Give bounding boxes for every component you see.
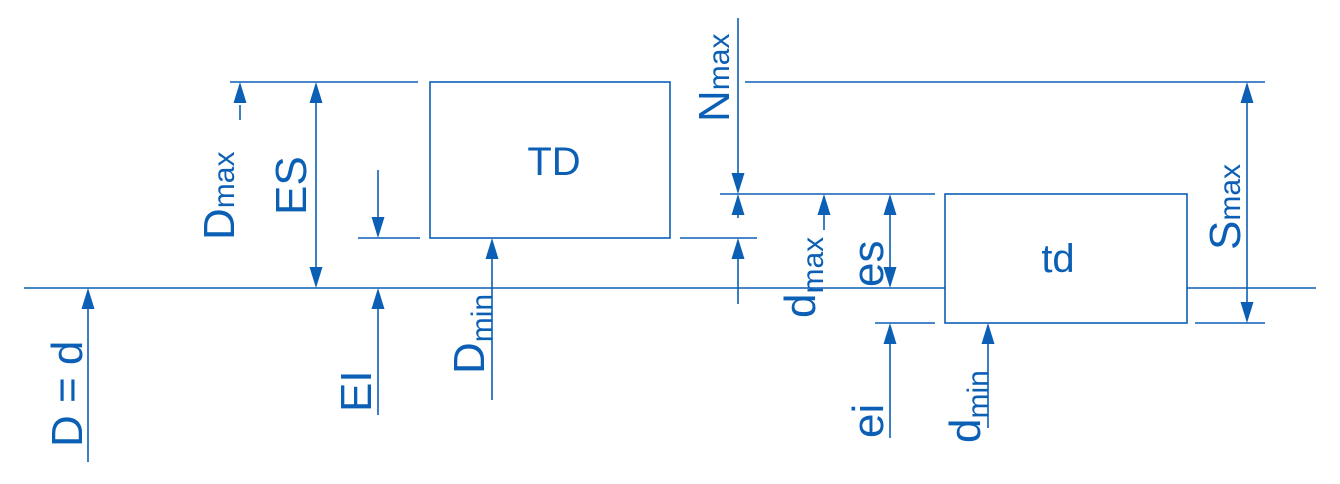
nmax-label: Nmax xyxy=(690,34,739,122)
shaft-tolerance-label: td xyxy=(1041,237,1074,281)
nominal-size-dimension xyxy=(81,288,95,462)
dmax-shaft-dimension xyxy=(817,194,831,230)
es-shaft-upper-deviation-dimension xyxy=(883,194,897,288)
hole-tolerance-label: TD xyxy=(527,140,580,184)
nominal-size-label: D = d xyxy=(43,341,92,447)
nmax-interference-dimension xyxy=(731,18,745,304)
smax-label: Smax xyxy=(1201,164,1250,250)
es-upper-deviation-dimension xyxy=(309,82,323,288)
ei-lower-deviation-dimension xyxy=(371,170,385,415)
shaft-tolerance-box xyxy=(944,193,1188,324)
ei-shaft-label: ei xyxy=(844,404,893,438)
dmin-shaft-dimension xyxy=(981,323,995,428)
smax-clearance-dimension xyxy=(1240,82,1254,323)
hole-tolerance-box xyxy=(429,81,671,239)
dmax-hole-dimension xyxy=(233,82,247,120)
dmax-hole-label: Dmax xyxy=(195,152,244,240)
dmin-hole-dimension xyxy=(485,238,499,400)
dmin-hole-label: Dmin xyxy=(445,294,499,374)
es-shaft-label: es xyxy=(844,241,893,287)
es-label: ES xyxy=(267,156,316,215)
ei-label: EI xyxy=(332,370,381,412)
ei-shaft-lower-deviation-dimension xyxy=(883,323,897,438)
dmin-shaft-label: dmin xyxy=(941,370,995,443)
dmax-shaft-label: dmax xyxy=(776,237,830,318)
